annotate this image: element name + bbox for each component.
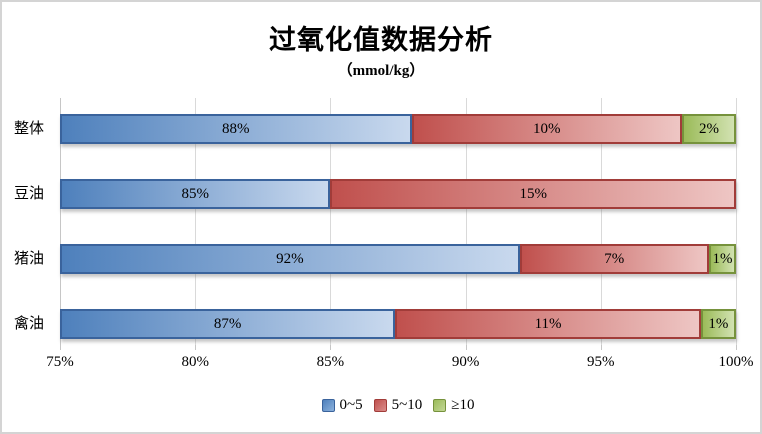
legend-label: 0~5 <box>339 397 363 413</box>
legend-key-icon <box>433 399 447 412</box>
bar-value-label: 88% <box>222 120 250 137</box>
bar-segment-0~5: 87% <box>60 309 396 339</box>
x-axis-tick-label: 100% <box>718 354 754 370</box>
y-axis-line <box>60 98 61 345</box>
chart-subtitle: （mmol/kg） <box>337 63 425 79</box>
x-axis-tick-label: 75% <box>46 354 74 370</box>
tick-mark <box>330 345 332 350</box>
tick-mark <box>465 345 467 350</box>
bar-segment-5~10: 10% <box>411 114 682 144</box>
tick-mark <box>600 345 602 350</box>
gridline <box>195 98 197 345</box>
gridline <box>330 98 332 345</box>
legend-item-≥10: ≥10 <box>433 397 474 414</box>
bar-segment-≥10: 1% <box>700 309 736 339</box>
y-axis-label-整体: 整体 <box>14 121 45 137</box>
bar-segment-5~10: 15% <box>330 179 736 209</box>
tick-mark <box>736 345 737 350</box>
bar-value-label: 1% <box>712 250 733 267</box>
plot-area: 88% 10% 2% 85% 15% 92% 7% 1% 87% 11% 1% <box>60 98 737 350</box>
bar-row-整体: 88% 10% 2% <box>60 114 736 144</box>
bar-value-label: 87% <box>213 315 242 332</box>
legend-label: 5~10 <box>391 397 423 413</box>
legend-item-5~10: 5~10 <box>373 397 423 414</box>
bar-value-label: 15% <box>519 185 547 202</box>
bar-segment-5~10: 7% <box>519 244 709 274</box>
bar-row-豆油: 85% 15% <box>60 179 736 209</box>
chart-title: 过氧化值数据分析 <box>269 25 493 55</box>
bar-value-label: 7% <box>604 250 625 267</box>
bar-value-label: 1% <box>708 315 729 332</box>
tick-mark <box>60 345 61 350</box>
tick-mark <box>195 345 197 350</box>
bar-value-label: 10% <box>532 120 561 137</box>
legend-label: ≥10 <box>451 397 475 413</box>
bar-segment-0~5: 85% <box>60 179 331 209</box>
legend-key-icon <box>321 399 335 412</box>
gridline <box>600 98 602 345</box>
bar-value-label: 85% <box>181 185 209 202</box>
legend: 0~5 5~10 ≥10 <box>60 397 736 414</box>
x-axis-tick-label: 95% <box>587 354 615 370</box>
y-axis-label-禽油: 禽油 <box>14 316 45 332</box>
x-axis-tick-label: 80% <box>181 354 209 370</box>
bar-segment-≥10: 1% <box>708 244 736 274</box>
bar-value-label: 2% <box>698 120 719 137</box>
legend-item-0~5: 0~5 <box>321 397 363 414</box>
y-axis-label-豆油: 豆油 <box>14 186 45 202</box>
bar-segment-0~5: 92% <box>60 244 520 274</box>
gridline <box>465 98 467 345</box>
y-axis-label-猪油: 猪油 <box>14 251 45 267</box>
bar-value-label: 11% <box>534 315 562 332</box>
gridline <box>736 98 737 345</box>
x-axis-tick-label: 85% <box>316 354 345 370</box>
x-axis-tick-label: 90% <box>451 354 480 370</box>
bar-segment-0~5: 88% <box>60 114 412 144</box>
bar-row-猪油: 92% 7% 1% <box>60 244 736 274</box>
bar-row-禽油: 87% 11% 1% <box>60 309 736 339</box>
bar-segment-≥10: 2% <box>681 114 736 144</box>
bar-segment-5~10: 11% <box>395 309 701 339</box>
legend-key-icon <box>373 399 387 412</box>
bar-value-label: 92% <box>276 250 304 267</box>
